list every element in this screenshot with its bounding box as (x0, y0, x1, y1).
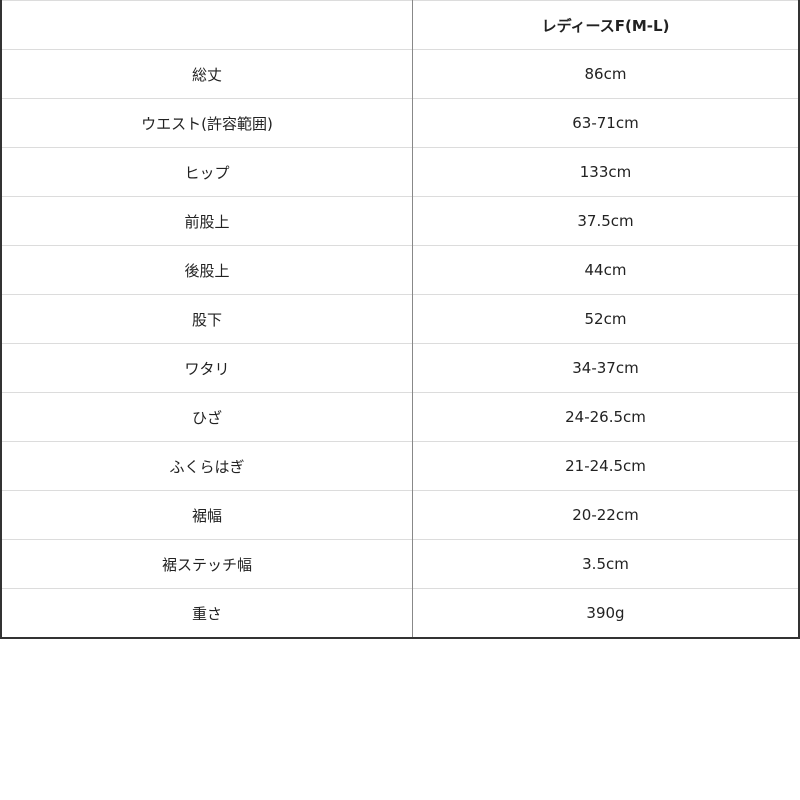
measurement-value: 21-24.5cm (412, 441, 799, 491)
measurement-name: ひざ (1, 392, 413, 442)
measurement-value: 20-22cm (412, 490, 799, 540)
table-row: ワタリ 34-37cm (1, 343, 799, 393)
table-row: 裾ステッチ幅 3.5cm (1, 539, 799, 589)
measurement-value: 34-37cm (412, 343, 799, 393)
measurement-name: 裾幅 (1, 490, 413, 540)
table-row: ふくらはぎ 21-24.5cm (1, 441, 799, 491)
table-row: 重さ 390g (1, 588, 799, 638)
measurement-value: 86cm (412, 49, 799, 99)
table-row: ヒップ 133cm (1, 147, 799, 197)
table-row: 前股上 37.5cm (1, 196, 799, 246)
measurement-value: 24-26.5cm (412, 392, 799, 442)
measurement-value: 44cm (412, 245, 799, 295)
measurement-value: 63-71cm (412, 98, 799, 148)
measurement-value: 37.5cm (412, 196, 799, 246)
measurement-name: ヒップ (1, 147, 413, 197)
measurement-value: 390g (412, 588, 799, 638)
measurement-name: 前股上 (1, 196, 413, 246)
measurement-name: 裾ステッチ幅 (1, 539, 413, 589)
measurement-value: 52cm (412, 294, 799, 344)
table-row: ひざ 24-26.5cm (1, 392, 799, 442)
size-table: レディースF(M-L) 総丈 86cm ウエスト(許容範囲) 63-71cm ヒップ 13… (0, 0, 800, 639)
measurement-name: 重さ (1, 588, 413, 638)
measurement-name: 後股上 (1, 245, 413, 295)
measurement-value: 3.5cm (412, 539, 799, 589)
measurement-name: ウエスト(許容範囲) (1, 98, 413, 148)
table-row: ウエスト(許容範囲) 63-71cm (1, 98, 799, 148)
table-row: 裾幅 20-22cm (1, 490, 799, 540)
header-cell-label (1, 0, 413, 50)
measurement-name: 総丈 (1, 49, 413, 99)
measurement-value: 133cm (412, 147, 799, 197)
measurement-name: 股下 (1, 294, 413, 344)
table-row: 股下 52cm (1, 294, 799, 344)
table-header-row: レディースF(M-L) (1, 0, 799, 50)
table-row: 後股上 44cm (1, 245, 799, 295)
measurement-name: ワタリ (1, 343, 413, 393)
table-row: 総丈 86cm (1, 49, 799, 99)
header-cell-size: レディースF(M-L) (412, 0, 799, 50)
measurement-name: ふくらはぎ (1, 441, 413, 491)
